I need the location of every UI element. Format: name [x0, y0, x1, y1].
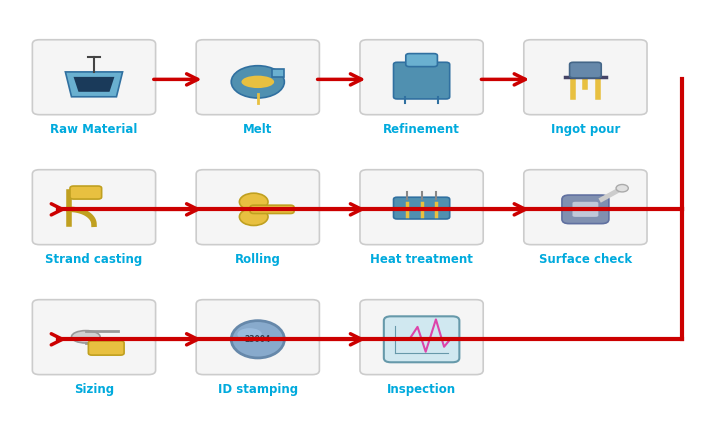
FancyBboxPatch shape: [360, 170, 483, 245]
Ellipse shape: [237, 328, 262, 341]
FancyBboxPatch shape: [196, 170, 320, 245]
Text: Melt: Melt: [243, 123, 272, 136]
Text: Raw Material: Raw Material: [50, 123, 138, 136]
FancyBboxPatch shape: [360, 300, 483, 375]
FancyBboxPatch shape: [524, 40, 647, 115]
FancyBboxPatch shape: [196, 300, 320, 375]
Text: Strand casting: Strand casting: [45, 253, 142, 266]
FancyBboxPatch shape: [196, 40, 320, 115]
FancyBboxPatch shape: [393, 197, 450, 219]
FancyBboxPatch shape: [70, 186, 102, 199]
Text: Surface check: Surface check: [539, 253, 632, 266]
Circle shape: [240, 208, 268, 225]
FancyBboxPatch shape: [89, 341, 124, 355]
FancyBboxPatch shape: [571, 201, 599, 218]
FancyBboxPatch shape: [393, 62, 450, 99]
FancyBboxPatch shape: [32, 170, 156, 245]
Circle shape: [616, 184, 628, 192]
FancyBboxPatch shape: [32, 40, 156, 115]
Circle shape: [240, 193, 268, 211]
Ellipse shape: [242, 75, 274, 88]
Text: Inspection: Inspection: [387, 383, 456, 396]
Circle shape: [231, 66, 285, 98]
FancyBboxPatch shape: [32, 300, 156, 375]
Text: Ingot pour: Ingot pour: [551, 123, 620, 136]
FancyBboxPatch shape: [570, 62, 601, 78]
Text: Heat treatment: Heat treatment: [370, 253, 473, 266]
FancyBboxPatch shape: [384, 317, 459, 362]
Text: ID stamping: ID stamping: [218, 383, 298, 396]
FancyBboxPatch shape: [524, 170, 647, 245]
Polygon shape: [272, 69, 285, 77]
FancyBboxPatch shape: [360, 40, 483, 115]
FancyBboxPatch shape: [250, 205, 294, 214]
Text: Rolling: Rolling: [235, 253, 281, 266]
Text: 23004: 23004: [245, 335, 271, 344]
Text: Refinement: Refinement: [383, 123, 460, 136]
Polygon shape: [65, 72, 122, 97]
Ellipse shape: [72, 330, 100, 343]
Text: Sizing: Sizing: [74, 383, 114, 396]
FancyBboxPatch shape: [562, 195, 609, 224]
Polygon shape: [74, 77, 114, 92]
FancyBboxPatch shape: [406, 54, 438, 67]
Ellipse shape: [231, 320, 285, 358]
